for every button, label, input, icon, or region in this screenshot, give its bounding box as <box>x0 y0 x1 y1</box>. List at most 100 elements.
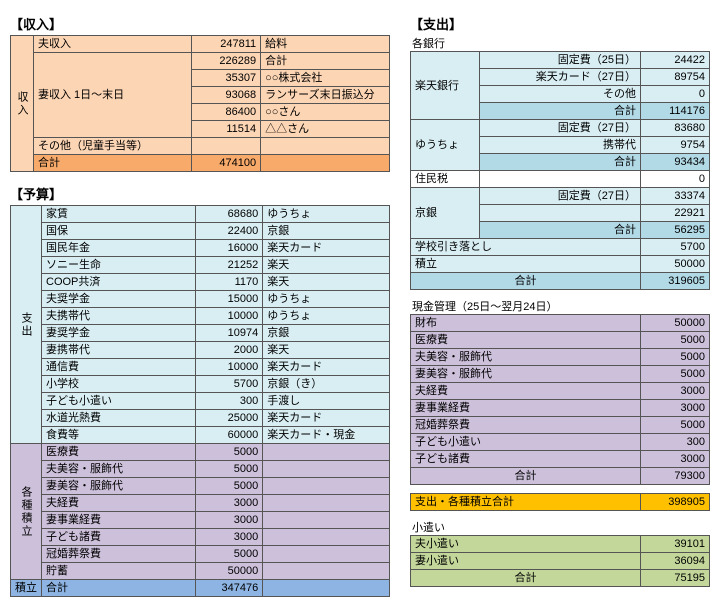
row-note <box>263 563 390 580</box>
row-note: 楽天カード <box>263 359 390 376</box>
expense-title: 【支出】 <box>410 14 710 33</box>
grand-label: 支出・各種積立合計 <box>411 494 641 511</box>
row-value: 0 <box>641 171 710 188</box>
row-label: 携帯代 <box>480 137 641 154</box>
row-note: ゆうちょ <box>263 291 390 308</box>
budget-total-label: 合計 <box>42 580 196 597</box>
row-label: 固定費（25日） <box>480 52 641 69</box>
row-label: その他 <box>480 86 641 103</box>
row-note: ゆうちょ <box>263 308 390 325</box>
row-note: 京銀（き） <box>263 376 390 393</box>
row-note: 給料 <box>261 36 390 53</box>
row-value: 60000 <box>195 427 262 444</box>
row-note: 楽天 <box>263 274 390 291</box>
wife-label: 妻収入 1日～末日 <box>34 53 192 138</box>
row-label: 夫美容・服飾代 <box>411 349 641 366</box>
income-total-value: 474100 <box>192 155 261 172</box>
row-label: 家賃 <box>42 206 196 223</box>
row-note <box>263 529 390 546</box>
banks-table: 楽天銀行固定費（25日）24422楽天カード（27日）89754その他0合計11… <box>410 51 710 290</box>
row-value: 50000 <box>195 563 262 580</box>
income-side: 収入 <box>11 36 34 172</box>
row-note: 楽天 <box>263 342 390 359</box>
row-value: 3000 <box>195 529 262 546</box>
row-value: 36094 <box>641 553 710 570</box>
income-title: 【収入】 <box>10 14 390 33</box>
row-label: 子ども小遣い <box>411 434 641 451</box>
cash-total-label: 合計 <box>411 468 641 485</box>
row-value: 5000 <box>195 444 262 461</box>
row-label: 通信費 <box>42 359 196 376</box>
row-label: 医療費 <box>411 332 641 349</box>
row-note: 楽天カード <box>263 410 390 427</box>
row-note: 京銀 <box>263 325 390 342</box>
row-label: 冠婚葬祭費 <box>411 417 641 434</box>
row-value: 39101 <box>641 536 710 553</box>
row-value: 10000 <box>195 359 262 376</box>
row-value: 3000 <box>641 451 710 468</box>
grand-total-table: 支出・各種積立合計398905 <box>410 493 710 511</box>
row-label: 夫携帯代 <box>42 308 196 325</box>
row-note: 楽天カード <box>263 240 390 257</box>
row-value: 3000 <box>195 512 262 529</box>
row-value: 114176 <box>641 103 710 120</box>
row-label: 夫小遣い <box>411 536 641 553</box>
row-label: 子ども小遣い <box>42 393 196 410</box>
budget-table: 支出家賃68680ゆうちょ国保22400京銀国民年金16000楽天カードソニー生… <box>10 205 390 597</box>
row-value: 22400 <box>195 223 262 240</box>
row-label: 固定費（27日） <box>480 120 641 137</box>
row-value: 300 <box>641 434 710 451</box>
row-note: 手渡し <box>263 393 390 410</box>
row-label: 夫奨学金 <box>42 291 196 308</box>
bank-name: 住民税 <box>411 171 480 188</box>
banks-subtitle: 各銀行 <box>410 35 710 51</box>
budget-total-value: 347476 <box>195 580 262 597</box>
row-value: 5000 <box>641 332 710 349</box>
row-value: 247811 <box>192 36 261 53</box>
row-value: 5700 <box>641 239 710 256</box>
budget-sav-side: 各種積立 <box>11 444 42 580</box>
row-label: 妻美容・服飾代 <box>411 366 641 383</box>
row-label: 学校引き落とし <box>411 239 641 256</box>
row-value: 5000 <box>641 366 710 383</box>
allowance-subtitle: 小遣い <box>410 519 710 535</box>
row-value: 5000 <box>641 349 710 366</box>
income-table: 収入 夫収入 247811 給料 妻収入 1日～末日226289合計 35307… <box>10 35 390 172</box>
allowance-table: 夫小遣い39101妻小遣い36094合計75195 <box>410 535 710 587</box>
income-total-label: 合計 <box>34 155 192 172</box>
row-value: 3000 <box>641 400 710 417</box>
row-label: 妻事業経費 <box>411 400 641 417</box>
left-column: 【収入】 収入 夫収入 247811 給料 妻収入 1日～末日226289合計 … <box>10 10 390 597</box>
row-label: 医療費 <box>42 444 196 461</box>
row-label: 国保 <box>42 223 196 240</box>
row-value: 5700 <box>195 376 262 393</box>
row-note <box>263 461 390 478</box>
row-value: 50000 <box>641 315 710 332</box>
row-value: 9754 <box>641 137 710 154</box>
row-value: 21252 <box>195 257 262 274</box>
row-label: 合計 <box>480 154 641 171</box>
row-label: 子ども諸費 <box>42 529 196 546</box>
row-label: 夫美容・服飾代 <box>42 461 196 478</box>
allow-total-label: 合計 <box>411 570 641 587</box>
row-label: 積立 <box>411 256 641 273</box>
row-value: 56295 <box>641 222 710 239</box>
row-label: ソニー生命 <box>42 257 196 274</box>
row-label: 貯蓄 <box>42 563 196 580</box>
row-value: 89754 <box>641 69 710 86</box>
row-note: ゆうちょ <box>263 206 390 223</box>
row-value: 5000 <box>195 478 262 495</box>
row-value: 93434 <box>641 154 710 171</box>
row-value: 15000 <box>195 291 262 308</box>
row-label: COOP共済 <box>42 274 196 291</box>
row-label: 妻事業経費 <box>42 512 196 529</box>
row-label: 妻美容・服飾代 <box>42 478 196 495</box>
banks-total-value: 319605 <box>641 273 710 290</box>
row-label: 国民年金 <box>42 240 196 257</box>
row-value: 50000 <box>641 256 710 273</box>
row-label: 財布 <box>411 315 641 332</box>
row-note: 京銀 <box>263 223 390 240</box>
grand-value: 398905 <box>641 494 710 511</box>
row-note: 楽天 <box>263 257 390 274</box>
row-value: 2000 <box>195 342 262 359</box>
